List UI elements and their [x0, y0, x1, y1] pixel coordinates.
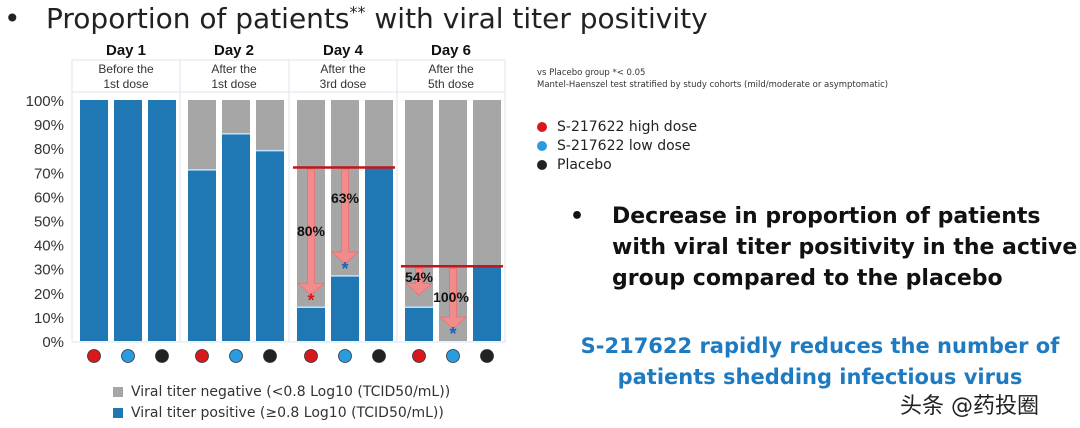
legend-positive-label: Viral titer positive (≥0.8 Log10 (TCID50…: [131, 405, 444, 421]
y-tick-label: 40%: [34, 238, 64, 255]
group-sub-label: After the: [211, 62, 257, 76]
title-rest: with viral titer positivity: [365, 2, 708, 35]
group-day-label: Day 6: [431, 42, 471, 59]
legend-positive: Viral titer positive (≥0.8 Log10 (TCID50…: [113, 405, 444, 421]
bar-negative-segment: [222, 100, 250, 134]
y-tick-label: 30%: [34, 262, 64, 279]
arm-dot-icon: [304, 349, 318, 363]
group-sub-label: After the: [320, 62, 366, 76]
title-main: Proportion of patients: [46, 2, 350, 35]
reduction-label: 100%: [433, 289, 469, 305]
reduction-label: 54%: [405, 269, 434, 285]
stacked-bar-chart: 0% 10% 20% 30% 40% 50% 60% 70% 80% 90% 100% Day 1 Be…: [26, 42, 506, 363]
red-dot-icon: [537, 122, 547, 132]
group-sub-label: Before the: [98, 62, 154, 76]
reduction-arrow: [438, 267, 468, 330]
y-tick-label: 70%: [34, 165, 64, 182]
blue-square-icon: [113, 408, 123, 418]
group-sub-label: 5th dose: [428, 77, 474, 91]
bar-positive-segment: [256, 150, 284, 341]
title-bullet: •: [4, 2, 21, 35]
bar-positive-segment: [405, 307, 433, 341]
group-sub-label: 3rd dose: [320, 77, 367, 91]
reduction-label: 63%: [331, 190, 360, 206]
watermark: 头条 @药投圈: [900, 394, 1039, 419]
stat-note-1: vs Placebo group *< 0.05: [537, 68, 646, 78]
y-tick-label: 10%: [34, 310, 64, 327]
bar-positive-segment: [365, 167, 393, 341]
bar-positive-segment: [297, 307, 325, 341]
finding-bullet: •: [570, 204, 585, 229]
arm-dot-icon: [480, 349, 494, 363]
reduction-label: 80%: [297, 223, 326, 239]
legend-item-placebo: Placebo: [537, 157, 612, 173]
arm-dot-icon: [412, 349, 426, 363]
bar-negative-segment: [473, 100, 501, 267]
stat-note-2: Mantel-Haenszel test stratified by study…: [537, 80, 889, 90]
arm-dot-icon: [121, 349, 135, 363]
significance-star: *: [449, 324, 456, 344]
bar-positive-segment: [222, 133, 250, 341]
significance-star: *: [307, 290, 314, 310]
bar-negative-segment: [256, 100, 284, 151]
finding-text: Decrease in proportion of patients with …: [612, 204, 1078, 291]
bar-positive-segment: [188, 169, 216, 341]
legend-label: S-217622 high dose: [557, 119, 698, 135]
group-sub-label: 1st dose: [103, 77, 149, 91]
arm-dot-icon: [372, 349, 386, 363]
bar-negative-segment: [365, 100, 393, 168]
reduction-arrow: [330, 169, 360, 265]
y-tick-label: 60%: [34, 189, 64, 206]
significance-star: *: [341, 259, 348, 279]
y-tick-label: 20%: [34, 286, 64, 303]
reduction-arrow: [404, 267, 434, 296]
bar-positive-segment: [331, 275, 359, 341]
bar-negative-segment: [188, 100, 216, 170]
arm-dot-icon: [263, 349, 277, 363]
legend-negative-label: Viral titer negative (<0.8 Log10 (TCID50…: [131, 384, 451, 400]
group-day-label: Day 4: [323, 42, 364, 59]
bar-positive-segment: [80, 100, 108, 341]
blue-dot-icon: [537, 141, 547, 151]
legend-item-high-dose: S-217622 high dose: [537, 119, 697, 135]
arm-dot-icon: [195, 349, 209, 363]
title-text: Proportion of patients** with viral tite…: [46, 2, 708, 35]
bar-positive-segment: [148, 100, 176, 341]
legend-label: S-217622 low dose: [557, 138, 691, 154]
legend-item-low-dose: S-217622 low dose: [537, 138, 691, 154]
y-tick-label: 100%: [26, 93, 64, 110]
group-day-label: Day 1: [106, 42, 146, 59]
legend-label: Placebo: [557, 157, 612, 173]
arm-dot-icon: [229, 349, 243, 363]
reduction-arrow: [296, 169, 326, 296]
legend-negative: Viral titer negative (<0.8 Log10 (TCID50…: [113, 384, 450, 400]
y-tick-label: 90%: [34, 117, 64, 134]
arm-dot-icon: [87, 349, 101, 363]
black-dot-icon: [537, 160, 547, 170]
group-sub-label: After the: [428, 62, 474, 76]
gray-square-icon: [113, 387, 123, 397]
y-tick-label: 50%: [34, 214, 64, 231]
group-sub-label: 1st dose: [211, 77, 257, 91]
bar-positive-segment: [473, 266, 501, 341]
bar-positive-segment: [114, 100, 142, 341]
y-tick-label: 0%: [42, 334, 64, 351]
conclusion-text: S-217622 rapidly reduces the number of p…: [580, 334, 1060, 389]
arm-dot-icon: [155, 349, 169, 363]
group-day-label: Day 2: [214, 42, 254, 59]
arm-dot-icon: [446, 349, 460, 363]
arm-dot-icon: [338, 349, 352, 363]
title-superscript: **: [349, 2, 366, 22]
y-tick-label: 80%: [34, 141, 64, 158]
